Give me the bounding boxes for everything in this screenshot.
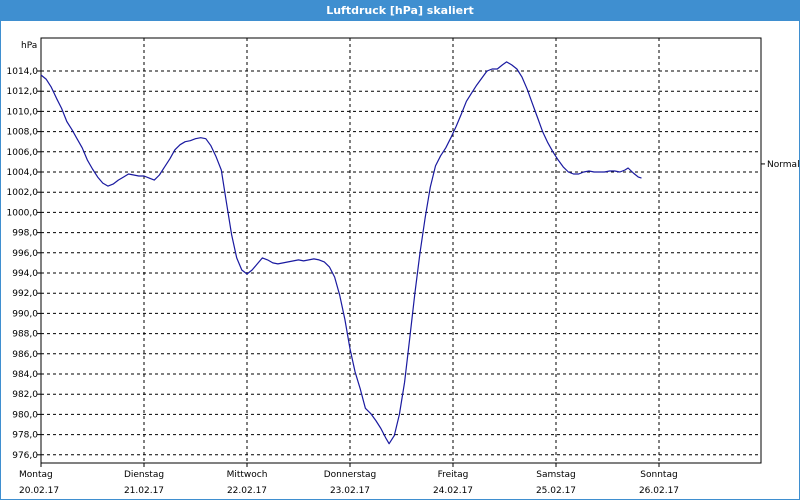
y-tick-label: 992,0 <box>12 289 38 299</box>
y-axis-ticks: 1014,0 1012,0 1010,0 1008,0 1006,0 1004,0 1002… <box>7 67 41 461</box>
series-line-luftdruck <box>40 61 642 445</box>
x-tick-date: 24.02.17 <box>433 486 473 496</box>
y-tick-label: 1014,0 <box>7 67 39 77</box>
y-tick-label: 1008,0 <box>7 128 39 138</box>
y-tick-label: 984,0 <box>12 370 38 380</box>
plot-border <box>40 37 762 464</box>
x-axis-ticks: Montag 20.02.17 Dienstag 21.02.17 Mittwoch 22… <box>19 463 679 496</box>
y-tick-label: 1006,0 <box>7 148 39 158</box>
y-tick-label: 980,0 <box>12 410 38 420</box>
window-title: Luftdruck [hPa] skaliert <box>1 1 799 21</box>
y-tick-label: 996,0 <box>12 249 38 259</box>
x-tick-day: Sonntag <box>640 470 677 480</box>
y-tick-label: 976,0 <box>12 451 38 461</box>
plot-area <box>40 37 762 464</box>
x-tick-date: 21.02.17 <box>124 486 164 496</box>
y-axis-label: hPa <box>21 41 37 51</box>
y-tick-label: 994,0 <box>12 269 38 279</box>
y-tick-label: 988,0 <box>12 330 38 340</box>
x-tick-day: Montag <box>19 470 53 480</box>
series <box>40 61 642 445</box>
x-tick-day: Mittwoch <box>227 470 268 480</box>
y-tick-label: 998,0 <box>12 229 38 239</box>
y-tick-label: 1004,0 <box>7 168 39 178</box>
y-tick-label: 982,0 <box>12 390 38 400</box>
y-tick-label: 1000,0 <box>7 208 39 218</box>
x-tick-date: 25.02.17 <box>536 486 576 496</box>
y-tick-label: 1010,0 <box>7 107 39 117</box>
y-tick-label: 978,0 <box>12 431 38 441</box>
y-tick-label: 990,0 <box>12 309 38 319</box>
x-tick-day: Donnerstag <box>324 470 377 480</box>
grid <box>41 38 761 463</box>
x-tick-date: 23.02.17 <box>330 486 370 496</box>
x-tick-date: 26.02.17 <box>639 486 679 496</box>
x-tick-day: Samstag <box>536 470 575 480</box>
y-tick-label: 986,0 <box>12 350 38 360</box>
y-tick-label: 1012,0 <box>7 87 39 97</box>
x-tick-date: 20.02.17 <box>19 486 59 496</box>
x-tick-date: 22.02.17 <box>227 486 267 496</box>
x-tick-day: Dienstag <box>124 470 164 480</box>
x-tick-day: Freitag <box>438 470 469 480</box>
reference-label-normal: Normal <box>767 160 800 170</box>
y-tick-label: 1002,0 <box>7 188 39 198</box>
